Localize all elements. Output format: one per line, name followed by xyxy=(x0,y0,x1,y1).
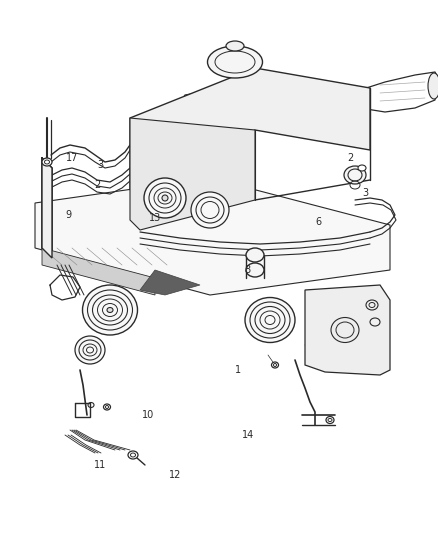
Text: 3: 3 xyxy=(97,160,103,170)
Text: 12: 12 xyxy=(169,470,181,480)
Text: 17: 17 xyxy=(66,153,78,163)
Polygon shape xyxy=(42,248,155,295)
Polygon shape xyxy=(42,158,52,258)
Text: 8: 8 xyxy=(244,265,250,275)
Ellipse shape xyxy=(272,362,279,368)
Text: 9: 9 xyxy=(65,210,71,220)
Ellipse shape xyxy=(245,297,295,343)
Ellipse shape xyxy=(162,195,168,201)
Ellipse shape xyxy=(246,263,264,277)
Ellipse shape xyxy=(191,192,229,228)
Ellipse shape xyxy=(75,336,105,364)
Polygon shape xyxy=(35,178,390,295)
Text: 10: 10 xyxy=(142,410,154,420)
Ellipse shape xyxy=(344,166,366,184)
Text: 6: 6 xyxy=(315,217,321,227)
Ellipse shape xyxy=(82,285,138,335)
Text: 11: 11 xyxy=(94,460,106,470)
Ellipse shape xyxy=(226,41,244,51)
Ellipse shape xyxy=(208,46,262,78)
Text: 3: 3 xyxy=(362,188,368,198)
Text: 14: 14 xyxy=(242,430,254,440)
Polygon shape xyxy=(305,285,390,375)
Text: 2: 2 xyxy=(94,180,100,190)
Polygon shape xyxy=(140,270,200,295)
Ellipse shape xyxy=(428,73,438,99)
Ellipse shape xyxy=(246,248,264,262)
Text: 2: 2 xyxy=(347,153,353,163)
Ellipse shape xyxy=(358,165,366,171)
Ellipse shape xyxy=(42,158,52,166)
Ellipse shape xyxy=(366,300,378,310)
Ellipse shape xyxy=(144,178,186,218)
Ellipse shape xyxy=(128,451,138,459)
Text: 13: 13 xyxy=(149,213,161,223)
Polygon shape xyxy=(130,68,370,190)
Text: 1: 1 xyxy=(235,365,241,375)
Ellipse shape xyxy=(370,318,380,326)
Ellipse shape xyxy=(326,416,334,424)
Ellipse shape xyxy=(103,404,110,410)
Ellipse shape xyxy=(107,308,113,312)
Polygon shape xyxy=(130,118,255,230)
